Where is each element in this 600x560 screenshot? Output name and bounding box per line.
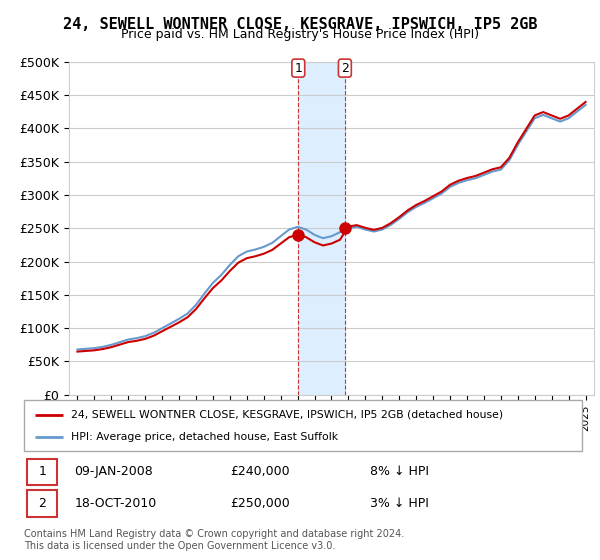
Bar	[27, 490, 58, 516]
Text: Contains HM Land Registry data © Crown copyright and database right 2024.
This d: Contains HM Land Registry data © Crown c…	[24, 529, 404, 551]
Text: 8% ↓ HPI: 8% ↓ HPI	[370, 465, 429, 478]
Text: £240,000: £240,000	[230, 465, 290, 478]
Text: 1: 1	[295, 62, 302, 74]
Bar	[27, 459, 58, 485]
Text: 24, SEWELL WONTNER CLOSE, KESGRAVE, IPSWICH, IP5 2GB: 24, SEWELL WONTNER CLOSE, KESGRAVE, IPSW…	[63, 17, 537, 32]
Text: HPI: Average price, detached house, East Suffolk: HPI: Average price, detached house, East…	[71, 432, 338, 442]
Text: 2: 2	[38, 497, 46, 510]
Text: 18-OCT-2010: 18-OCT-2010	[74, 497, 157, 510]
Text: 24, SEWELL WONTNER CLOSE, KESGRAVE, IPSWICH, IP5 2GB (detached house): 24, SEWELL WONTNER CLOSE, KESGRAVE, IPSW…	[71, 409, 503, 419]
Text: £250,000: £250,000	[230, 497, 290, 510]
Text: 3% ↓ HPI: 3% ↓ HPI	[370, 497, 429, 510]
Bar	[298, 62, 345, 395]
Text: 2: 2	[341, 62, 349, 74]
Text: 1: 1	[38, 465, 46, 478]
Text: Price paid vs. HM Land Registry's House Price Index (HPI): Price paid vs. HM Land Registry's House …	[121, 28, 479, 41]
Text: 09-JAN-2008: 09-JAN-2008	[74, 465, 153, 478]
